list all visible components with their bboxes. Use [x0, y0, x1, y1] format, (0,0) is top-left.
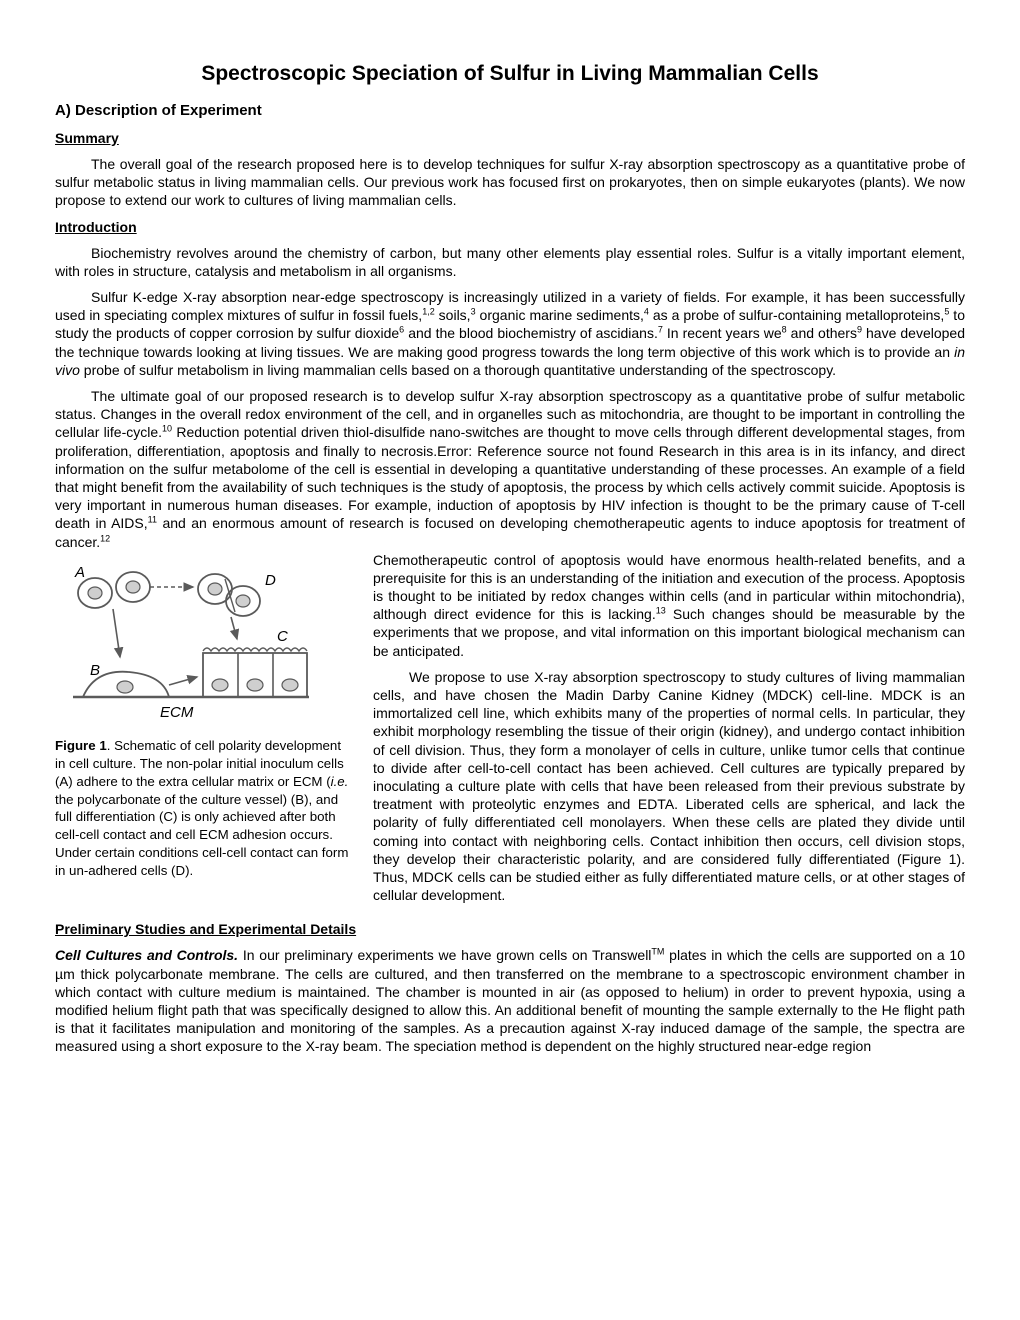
- text: and an enormous amount of research is fo…: [55, 515, 965, 549]
- ref-11: 11: [148, 515, 157, 525]
- figure-1-schematic: A D B C ECM: [55, 557, 327, 727]
- text: In recent years we: [663, 325, 782, 341]
- fig-label-b: B: [90, 662, 100, 679]
- tm-mark: TM: [651, 947, 664, 957]
- text: and others: [787, 325, 857, 341]
- ref-10: 10: [162, 424, 172, 434]
- intro-para-1: Biochemistry revolves around the chemist…: [55, 244, 965, 280]
- figure-1-svg: A D B C ECM: [55, 557, 327, 727]
- fig-label-a: A: [74, 564, 85, 581]
- ref-1-2: 1,2: [422, 307, 435, 317]
- text: In our preliminary experiments we have g…: [238, 947, 651, 963]
- cell-cultures-runhead: Cell Cultures and Controls.: [55, 947, 238, 963]
- text: soils,: [435, 307, 471, 323]
- intro-para-2: Sulfur K-edge X-ray absorption near-edge…: [55, 288, 965, 379]
- text: organic marine sediments,: [476, 307, 644, 323]
- ref-13: 13: [656, 606, 666, 616]
- section-a-heading: A) Description of Experiment: [55, 101, 965, 121]
- text: and the blood biochemistry of ascidians.: [404, 325, 658, 341]
- figure-1-box: A D B C ECM Figure 1. Schematic of cell …: [55, 557, 353, 881]
- fig-label-c: C: [277, 628, 288, 645]
- text: plates in which the cells are supported …: [55, 947, 965, 1054]
- text: as a probe of sulfur-containing metallop…: [649, 307, 944, 323]
- figure-1-label: Figure 1: [55, 738, 107, 753]
- intro-para-3: The ultimate goal of our proposed resear…: [55, 387, 965, 551]
- summary-heading: Summary: [55, 129, 965, 147]
- summary-paragraph: The overall goal of the research propose…: [55, 155, 965, 210]
- page-title: Spectroscopic Speciation of Sulfur in Li…: [55, 60, 965, 87]
- fig-label-ecm: ECM: [160, 704, 194, 721]
- preliminary-heading: Preliminary Studies and Experimental Det…: [55, 920, 965, 938]
- text: the polycarbonate of the culture vessel)…: [55, 792, 348, 879]
- figure-1-caption: Figure 1. Schematic of cell polarity dev…: [55, 737, 353, 881]
- cell-cultures-para: Cell Cultures and Controls. In our preli…: [55, 946, 965, 1055]
- fig-label-d: D: [265, 572, 276, 589]
- text: probe of sulfur metabolism in living mam…: [80, 362, 836, 378]
- introduction-heading: Introduction: [55, 218, 965, 236]
- ref-12: 12: [100, 533, 110, 543]
- ie-italic: i.e.: [331, 774, 349, 789]
